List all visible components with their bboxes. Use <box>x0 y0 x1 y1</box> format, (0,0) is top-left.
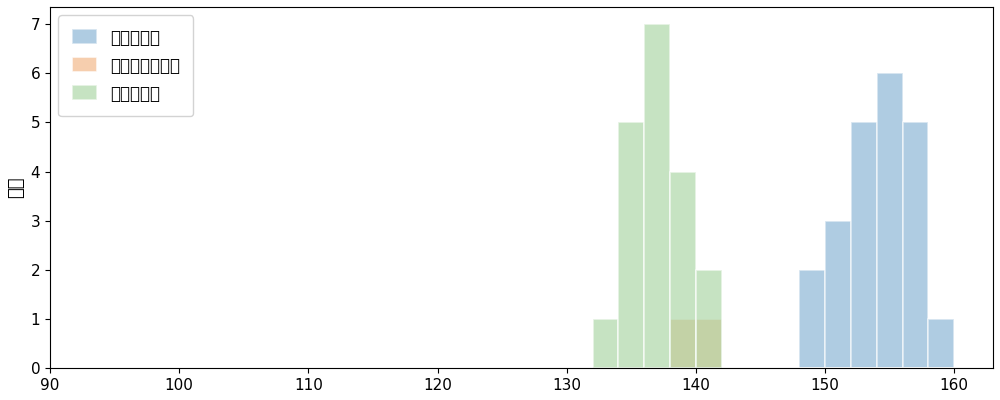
Bar <box>851 122 877 368</box>
Bar <box>696 270 722 368</box>
Bar <box>670 172 696 368</box>
Bar <box>618 122 644 368</box>
Bar <box>696 319 722 368</box>
Bar <box>670 319 696 368</box>
Bar <box>799 270 825 368</box>
Bar <box>593 319 618 368</box>
Y-axis label: 球数: 球数 <box>7 177 25 198</box>
Bar <box>644 24 670 368</box>
Bar <box>928 319 954 368</box>
Bar <box>903 122 928 368</box>
Bar <box>825 221 851 368</box>
Legend: ストレート, チェンジアップ, スライダー: ストレート, チェンジアップ, スライダー <box>58 15 193 116</box>
Bar <box>877 73 903 368</box>
